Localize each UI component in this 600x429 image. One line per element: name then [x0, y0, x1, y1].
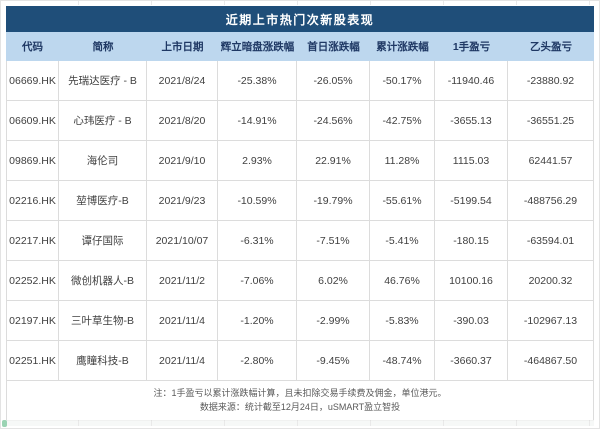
table-title: 近期上市热门次新股表现: [6, 6, 594, 32]
one-lot-pl: -3655.13: [435, 101, 508, 140]
stock-name: 微创机器人-B: [59, 261, 147, 300]
stock-code: 02251.HK: [6, 341, 59, 380]
stock-name: 堃博医疗-B: [59, 181, 147, 220]
table-row: 09869.HK 海伦司 2021/9/10 2.93% 22.91% 11.2…: [6, 141, 594, 181]
corner-artifact-mark: [2, 420, 7, 427]
listing-date: 2021/8/20: [147, 101, 218, 140]
listing-date: 2021/11/2: [147, 261, 218, 300]
stock-name: 三叶草生物-B: [59, 301, 147, 340]
first-day-change: -26.05%: [297, 61, 370, 100]
one-lot-pl: -3660.37: [435, 341, 508, 380]
grey-market-change: -7.06%: [218, 261, 297, 300]
grey-market-change: -2.80%: [218, 341, 297, 380]
cumulative-change: -5.83%: [370, 301, 435, 340]
b-head-pl: -488756.29: [508, 181, 594, 220]
listing-date: 2021/11/4: [147, 341, 218, 380]
stock-code: 02252.HK: [6, 261, 59, 300]
table-row: 06669.HK 先瑞达医疗 - B 2021/8/24 -25.38% -26…: [6, 61, 594, 101]
cumulative-change: -50.17%: [370, 61, 435, 100]
first-day-change: 22.91%: [297, 141, 370, 180]
stock-code: 02217.HK: [6, 221, 59, 260]
stock-code: 02216.HK: [6, 181, 59, 220]
one-lot-pl: -180.15: [435, 221, 508, 260]
cumulative-change: -5.41%: [370, 221, 435, 260]
header-grey-market-change: 辉立暗盘涨跌幅: [220, 41, 295, 53]
b-head-pl: -63594.01: [508, 221, 594, 260]
stock-name: 谭仔国际: [59, 221, 147, 260]
listing-date: 2021/9/10: [147, 141, 218, 180]
grey-market-change: -10.59%: [218, 181, 297, 220]
new-stock-performance-table: 近期上市热门次新股表现 代码 简称 上市日期 辉立暗盘涨跌幅 首日涨跌幅 累计涨…: [6, 6, 594, 421]
excel-gridline-strip-top: [6, 1, 594, 5]
listing-date: 2021/10/07: [147, 221, 218, 260]
stock-code: 06669.HK: [6, 61, 59, 100]
stock-code: 06609.HK: [6, 101, 59, 140]
listing-date: 2021/8/24: [147, 61, 218, 100]
first-day-change: -9.45%: [297, 341, 370, 380]
first-day-change: 6.02%: [297, 261, 370, 300]
b-head-pl: -23880.92: [508, 61, 594, 100]
header-one-lot-pl: 1手盈亏: [452, 41, 491, 53]
one-lot-pl: 10100.16: [435, 261, 508, 300]
header-b-head-pl: 乙头盈亏: [530, 41, 572, 53]
cumulative-change: -48.74%: [370, 341, 435, 380]
excel-gridline-strip-bottom: [6, 420, 594, 426]
header-first-day-change: 首日涨跌幅: [307, 41, 360, 53]
grey-market-change: -14.91%: [218, 101, 297, 140]
stock-code: 09869.HK: [6, 141, 59, 180]
one-lot-pl: -11940.46: [435, 61, 508, 100]
header-listing-date: 上市日期: [161, 41, 204, 53]
table-row: 02217.HK 谭仔国际 2021/10/07 -6.31% -7.51% -…: [6, 221, 594, 261]
table-row: 02252.HK 微创机器人-B 2021/11/2 -7.06% 6.02% …: [6, 261, 594, 301]
cumulative-change: 11.28%: [370, 141, 435, 180]
listing-date: 2021/9/23: [147, 181, 218, 220]
cumulative-change: 46.76%: [370, 261, 435, 300]
first-day-change: -2.99%: [297, 301, 370, 340]
table-row: 02216.HK 堃博医疗-B 2021/9/23 -10.59% -19.79…: [6, 181, 594, 221]
listing-date: 2021/11/4: [147, 301, 218, 340]
stock-name: 心玮医疗 - B: [59, 101, 147, 140]
table-row: 06609.HK 心玮医疗 - B 2021/8/20 -14.91% -24.…: [6, 101, 594, 141]
cumulative-change: -42.75%: [370, 101, 435, 140]
stock-name: 先瑞达医疗 - B: [59, 61, 147, 100]
first-day-change: -7.51%: [297, 221, 370, 260]
grey-market-change: -6.31%: [218, 221, 297, 260]
stock-name: 鹰瞳科技-B: [59, 341, 147, 380]
grey-market-change: -1.20%: [218, 301, 297, 340]
header-short-name: 简称: [92, 41, 114, 53]
stock-name: 海伦司: [59, 141, 147, 180]
first-day-change: -19.79%: [297, 181, 370, 220]
table-header-row: 代码 简称 上市日期 辉立暗盘涨跌幅 首日涨跌幅 累计涨跌幅 1手盈亏 乙头盈亏: [6, 32, 594, 61]
b-head-pl: 20200.32: [508, 261, 594, 300]
footnote-calculation: 注：1手盈亏以累计涨跌幅计算，且未扣除交易手续费及佣金，单位港元。: [153, 388, 447, 398]
b-head-pl: -102967.13: [508, 301, 594, 340]
b-head-pl: 62441.57: [508, 141, 594, 180]
cumulative-change: -55.61%: [370, 181, 435, 220]
table-row: 02251.HK 鹰瞳科技-B 2021/11/4 -2.80% -9.45% …: [6, 341, 594, 381]
one-lot-pl: 1115.03: [435, 141, 508, 180]
one-lot-pl: -5199.54: [435, 181, 508, 220]
b-head-pl: -36551.25: [508, 101, 594, 140]
table-row: 02197.HK 三叶草生物-B 2021/11/4 -1.20% -2.99%…: [6, 301, 594, 341]
header-code: 代码: [22, 41, 43, 53]
b-head-pl: -464867.50: [508, 341, 594, 380]
grey-market-change: -25.38%: [218, 61, 297, 100]
footnotes: 注：1手盈亏以累计涨跌幅计算，且未扣除交易手续费及佣金，单位港元。 数据来源：统…: [6, 381, 594, 421]
header-cumulative-change: 累计涨跌幅: [376, 41, 429, 53]
first-day-change: -24.56%: [297, 101, 370, 140]
footnote-data-source: 数据来源：统计截至12月24日，uSMART盈立智投: [199, 402, 401, 412]
one-lot-pl: -390.03: [435, 301, 508, 340]
stock-code: 02197.HK: [6, 301, 59, 340]
grey-market-change: 2.93%: [218, 141, 297, 180]
